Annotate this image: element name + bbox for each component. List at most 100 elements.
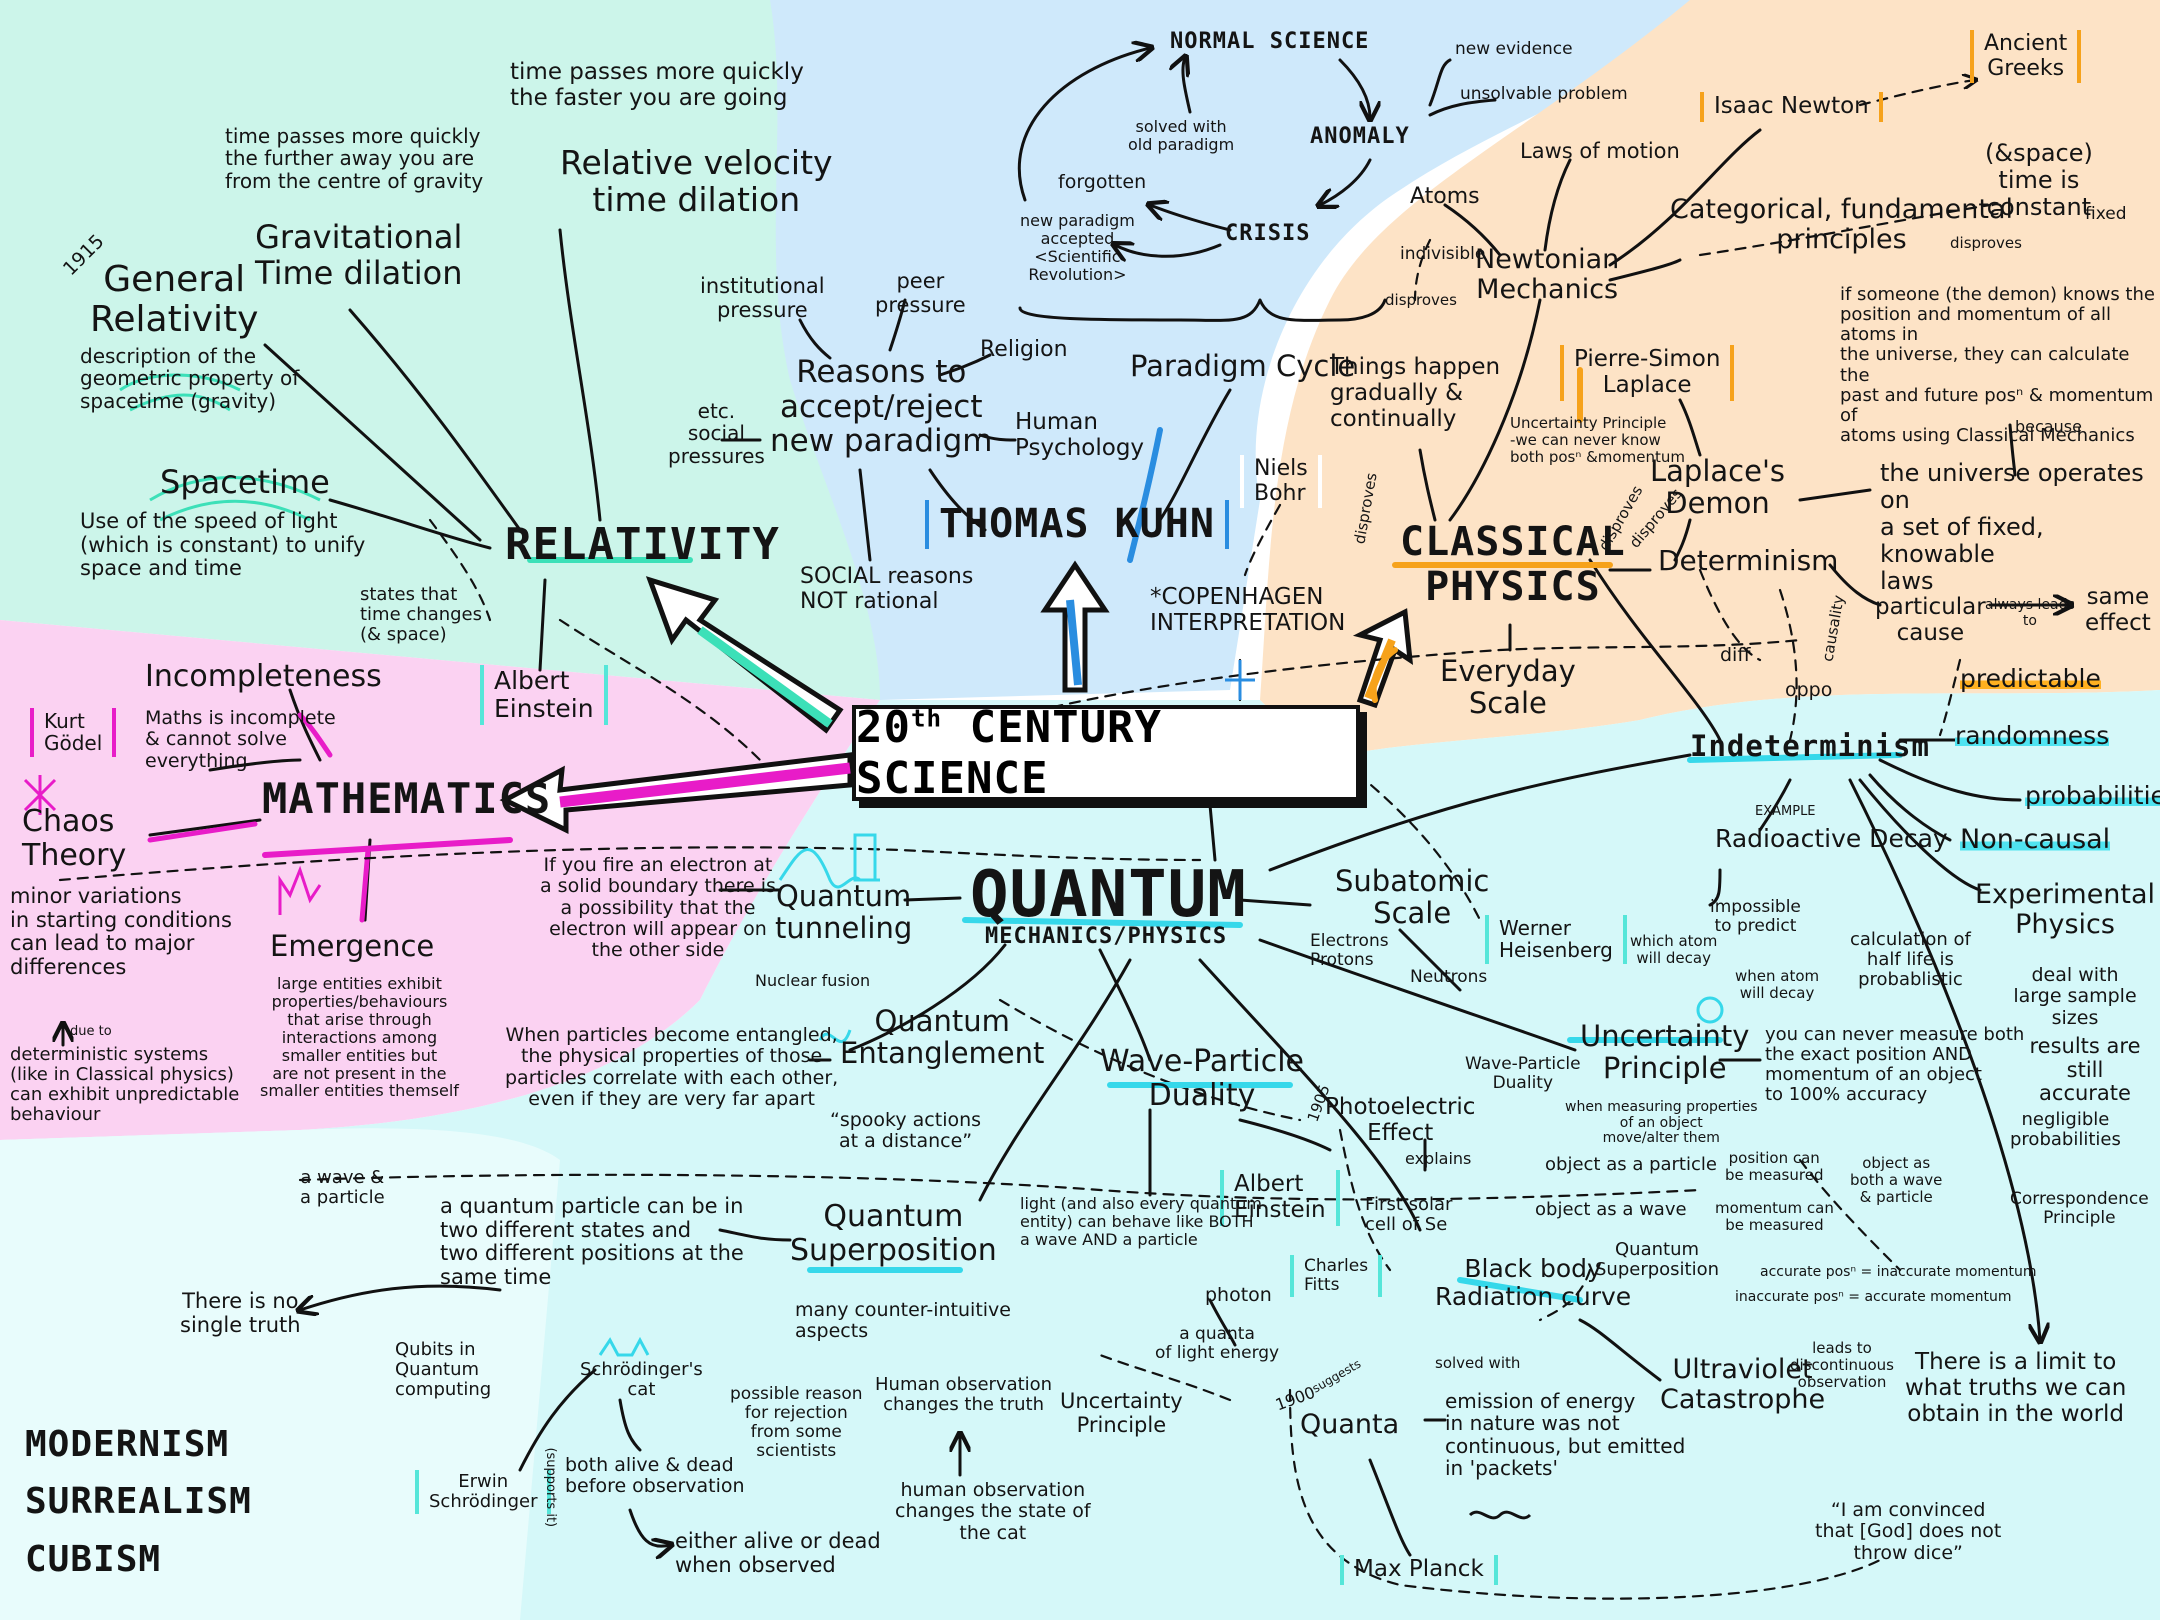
dashed-math-chaos <box>58 846 1202 882</box>
pierre-simon-laplace: Pierre-Simon Laplace <box>1560 345 1735 401</box>
because-line <box>2008 423 2017 477</box>
indet-probs <box>1878 758 2022 802</box>
incompleteness-desc: Maths is incomplete & cannot solve every… <box>145 707 336 772</box>
werner-heisenberg: Werner Heisenberg <box>1485 915 1627 964</box>
kurt-godel: Kurt Gödel <box>30 708 117 757</box>
demon-description: if someone (the demon) knows the positio… <box>1840 284 2155 447</box>
general-relativity-label: General Relativity <box>90 259 259 341</box>
emergence-doodle <box>278 865 322 915</box>
tunneling-desc: If you fire an electron at a solid bound… <box>540 854 776 962</box>
niels-bohr: Niels Bohr <box>1240 455 1322 509</box>
newtonian-newton <box>1608 128 1762 267</box>
copenhagen-interpretation: *COPENHAGEN INTERPRETATION <box>1150 584 1346 636</box>
accent-math <box>262 837 513 858</box>
quantum-entanglement: Quantum Entanglement <box>840 1004 1045 1071</box>
chaos-pink <box>147 821 258 843</box>
rel-branch-spacetime <box>328 498 492 550</box>
dashed-superpos-uncert <box>1538 1268 1592 1322</box>
spacetime-mesh-doodle <box>149 476 321 522</box>
quanta: Quanta <box>1300 1409 1400 1440</box>
always-leads-to: always leads to <box>1985 597 2075 629</box>
spacetime-label: Spacetime <box>160 463 330 501</box>
radioactive-decay: Radioactive Decay <box>1715 824 1948 853</box>
emergence-desc: large entities exhibit properties/behavi… <box>260 974 459 1101</box>
nuclear-fusion: Nuclear fusion <box>755 971 871 990</box>
dashed-copen-indet <box>998 638 1802 722</box>
center-title-rest: CENTURY SCIENCE <box>856 702 1163 804</box>
uncertainty-doodle <box>1696 996 1724 1024</box>
determinism: Determinism <box>1658 544 1839 577</box>
albert-einstein-quantum: Albert Einstein <box>1220 1170 1340 1226</box>
when-measuring: when measuring properties of an object m… <box>1565 1099 1758 1147</box>
accurate-position: accurate posⁿ = inaccurate momentum <box>1760 1264 2037 1280</box>
charles-fitts: Charles Fitts <box>1290 1255 1383 1298</box>
dashed-disproves-time <box>1698 203 1992 257</box>
solved-with: solved with <box>1435 1354 1521 1372</box>
velocity-note: time passes more quickly the faster you … <box>510 59 804 111</box>
paradigm-cycle: Paradigm Cycle <box>1130 349 1356 383</box>
wave-particle-duality: Wave-Particle Duality <box>1100 1044 1305 1113</box>
wave-and-particle: a wave & a particle <box>300 1167 385 1209</box>
rel-branch-velocity <box>558 228 602 522</box>
dashed-limit <box>1798 1158 1902 1272</box>
which-atom: which atom will decay <box>1630 932 1718 967</box>
because-label: because <box>2015 417 2082 436</box>
quantum-uncertainty <box>1258 938 1577 1052</box>
deterministic-systems: deterministic systems (like in Classical… <box>10 1044 240 1126</box>
gravitational-note: time passes more quickly the further awa… <box>225 124 484 193</box>
crisis: CRISIS <box>1225 221 1311 246</box>
laplace-demon <box>1678 398 1702 457</box>
solved-old-paradigm: solved with old paradigm <box>1128 117 1235 154</box>
cycle-crisis-newparadigm <box>1115 245 1222 256</box>
quantum-superposition <box>978 958 1132 1202</box>
reasons-peer <box>888 298 907 352</box>
forgotten: forgotten <box>1058 171 1147 193</box>
peer-pressure: peer pressure <box>875 269 966 317</box>
incompleteness: Incompleteness <box>145 659 382 694</box>
subatomic-scale: Subatomic Scale <box>1335 864 1490 931</box>
indet-radioactive <box>1758 778 1792 832</box>
universe-fixed-laws: the universe operates on a set of fixed,… <box>1880 459 2144 595</box>
religion: Religion <box>980 337 1068 362</box>
rel-branch-einstein <box>538 578 547 672</box>
kuhn-zone <box>770 0 1690 700</box>
new-paradigm-accepted: new paradigm accepted <Scientific Revolu… <box>1020 211 1135 284</box>
quantum-pale-zone <box>0 1128 560 1620</box>
accent-classical-bracket <box>1370 647 1398 703</box>
albert-einstein-relativity: Albert Einstein <box>480 665 608 725</box>
new-evidence: new evidence <box>1455 39 1573 59</box>
quantum-subatomic <box>1238 898 1312 907</box>
newtonian-atoms <box>1443 203 1502 257</box>
human-observation-cat: human observation changes the state of t… <box>895 1479 1091 1544</box>
possible-reason: possible reason for rejection from some … <box>730 1384 863 1462</box>
unsolvable-problem: unsolvable problem <box>1460 84 1628 104</box>
quantum-entanglement <box>848 943 1007 1052</box>
alive-and-dead: both alive & dead before observation <box>565 1454 745 1498</box>
classical-physics: CLASSICAL PHYSICS <box>1400 519 1626 610</box>
neutrons: Neutrons <box>1410 967 1488 987</box>
cycle-anomaly-crisis <box>1320 158 1372 205</box>
quanta-planck <box>1368 1458 1412 1557</box>
reasons-religion <box>938 353 992 377</box>
maths-incomplete-line <box>288 688 322 762</box>
dashed-predictable <box>1938 658 1962 737</box>
reasons-institutional <box>798 318 832 360</box>
anomaly: ANOMALY <box>1310 124 1410 149</box>
social-reasons: SOCIAL reasons NOT rational <box>800 564 974 614</box>
laplaces-demon: Laplace's Demon <box>1650 454 1786 521</box>
results-still-accurate: results are still accurate <box>2029 1034 2141 1106</box>
indet-experimental <box>1858 778 1982 892</box>
rel-branch-grav <box>348 308 522 532</box>
photoelectric-effect: Photoelectric Effect <box>1325 1094 1476 1146</box>
dashed-wave-superposition <box>298 1173 1702 1201</box>
maths-incompleteness <box>208 758 302 772</box>
dashed-causality <box>1778 588 1798 742</box>
erwin-schrodinger: Erwin Schrödinger <box>415 1470 552 1515</box>
disproves-atoms: disproves <box>1385 291 1457 309</box>
black-body-radiation: Black body Radiation curve <box>1435 1254 1632 1311</box>
cycle-newparadigm-normal <box>1018 48 1150 202</box>
light-wave-particle: light (and also every quantum entity) ca… <box>1020 1194 1262 1249</box>
uncertainty-principle: Uncertainty Principle <box>1580 1019 1750 1086</box>
